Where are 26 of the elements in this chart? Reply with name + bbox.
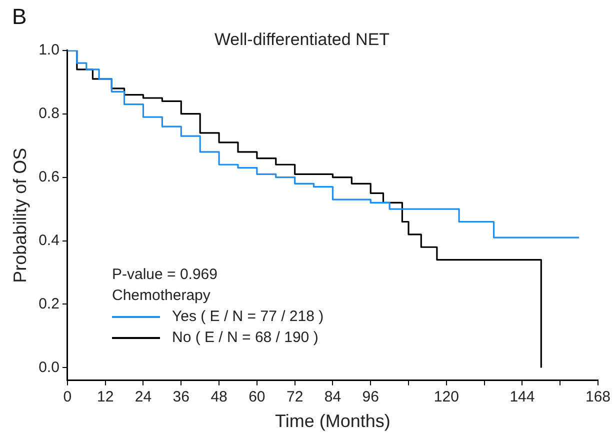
x-tick-label: 168 — [585, 388, 611, 406]
text: B — [12, 4, 27, 30]
x-tick-label: 36 — [172, 388, 190, 406]
y-tick-label: 0.2 — [38, 295, 60, 312]
annotation: P-value = 0.969 — [112, 265, 218, 285]
y-axis-title: Probability of OS — [10, 148, 30, 283]
x-tick-label: 24 — [134, 388, 152, 406]
x-tick-label: 84 — [324, 388, 342, 406]
x-tick-label: 60 — [248, 388, 266, 406]
legend-label: No ( E / N = 68 / 190 ) — [172, 328, 318, 348]
x-axis-title: Time (Months) — [275, 411, 390, 432]
y-tick-label: 1.0 — [38, 42, 60, 59]
x-tick-label: 48 — [210, 388, 228, 406]
x-tick-label: 12 — [97, 388, 114, 406]
y-tick-label: 0.4 — [38, 232, 60, 249]
annotation: Chemotherapy — [112, 286, 212, 306]
x-tick-label: 96 — [362, 388, 379, 406]
x-tick-label: 120 — [434, 388, 459, 406]
y-tick-label: 0.0 — [38, 358, 60, 376]
y-tick-label: 0.8 — [38, 105, 60, 122]
x-tick-label: 144 — [510, 388, 535, 406]
x-tick-label: 0 — [63, 388, 72, 406]
x-tick-label: 72 — [286, 388, 304, 406]
legend-label: Yes ( E / N = 77 / 218 ) — [172, 307, 324, 327]
y-tick-label: 0.6 — [38, 168, 60, 186]
chart-title: Well-differentiated NET — [214, 30, 390, 49]
